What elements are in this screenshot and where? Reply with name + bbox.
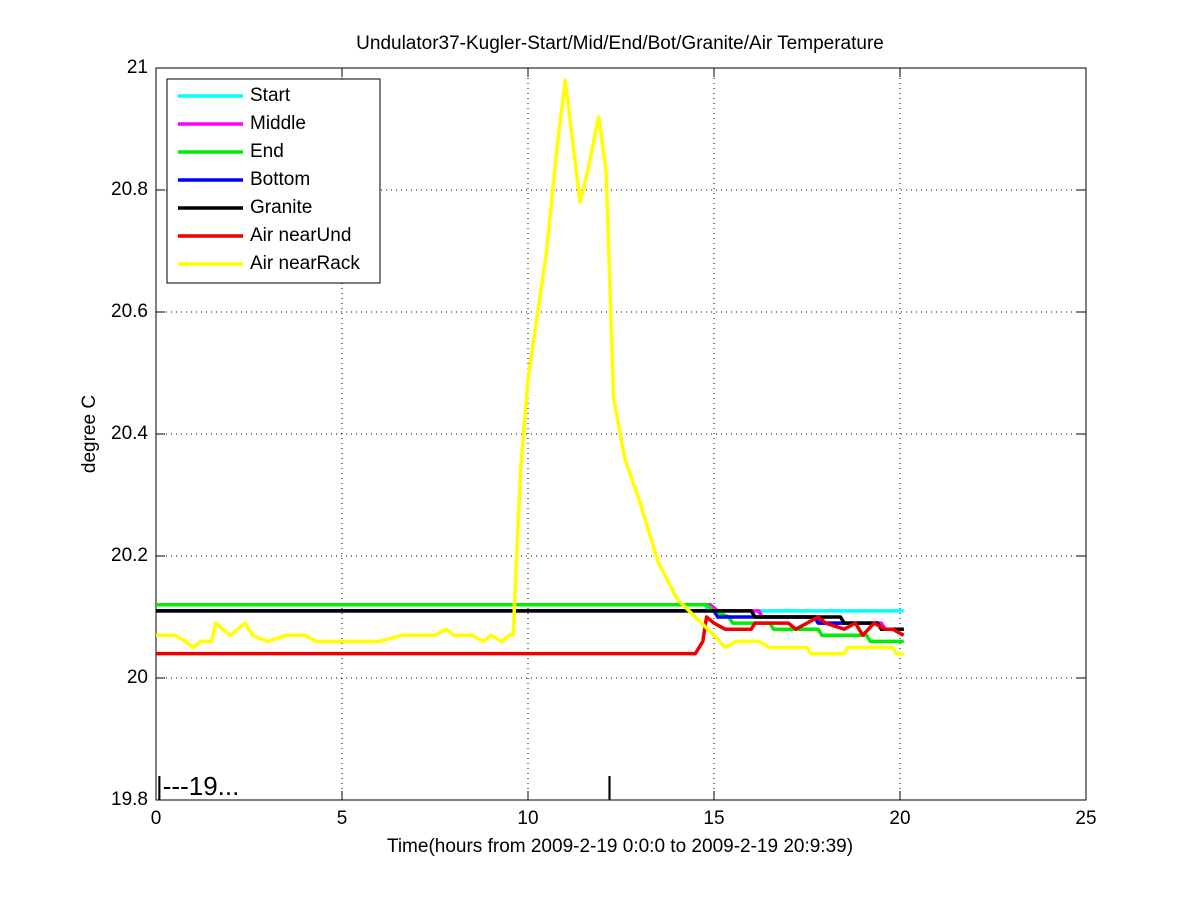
x-tick-label: 20 (889, 808, 910, 829)
y-tick-label: 20.4 (111, 423, 148, 444)
y-axis-label: degree C (79, 395, 100, 473)
x-axis-label: Time(hours from 2009-2-19 0:0:0 to 2009-… (387, 836, 853, 857)
annotation: | (606, 771, 613, 801)
legend-label: Air nearUnd (250, 225, 351, 246)
y-tick-label: 20.2 (111, 545, 148, 566)
chart-title: Undulator37-Kugler-Start/Mid/End/Bot/Gra… (356, 33, 884, 54)
legend-label: Middle (250, 113, 306, 134)
x-tick-label: 25 (1075, 808, 1096, 829)
y-tick-label: 19.8 (111, 789, 148, 810)
y-tick-label: 21 (127, 57, 148, 78)
x-tick-label: 0 (151, 808, 162, 829)
x-tick-label: 5 (337, 808, 348, 829)
legend-label: Granite (250, 197, 312, 218)
y-tick-label: 20.6 (111, 301, 148, 322)
legend-label: Start (250, 85, 291, 106)
x-tick-label: 15 (703, 808, 724, 829)
x-tick-label: 10 (517, 808, 538, 829)
y-tick-label: 20.8 (111, 179, 148, 200)
y-tick-label: 20 (127, 667, 148, 688)
series-line (156, 615, 905, 656)
annotation: |---19... (156, 771, 239, 801)
axes-box (155, 67, 1087, 801)
legend-label: Air nearRack (250, 253, 360, 274)
legend-label: End (250, 141, 284, 162)
legend-label: Bottom (250, 169, 310, 190)
series-line (156, 78, 904, 656)
